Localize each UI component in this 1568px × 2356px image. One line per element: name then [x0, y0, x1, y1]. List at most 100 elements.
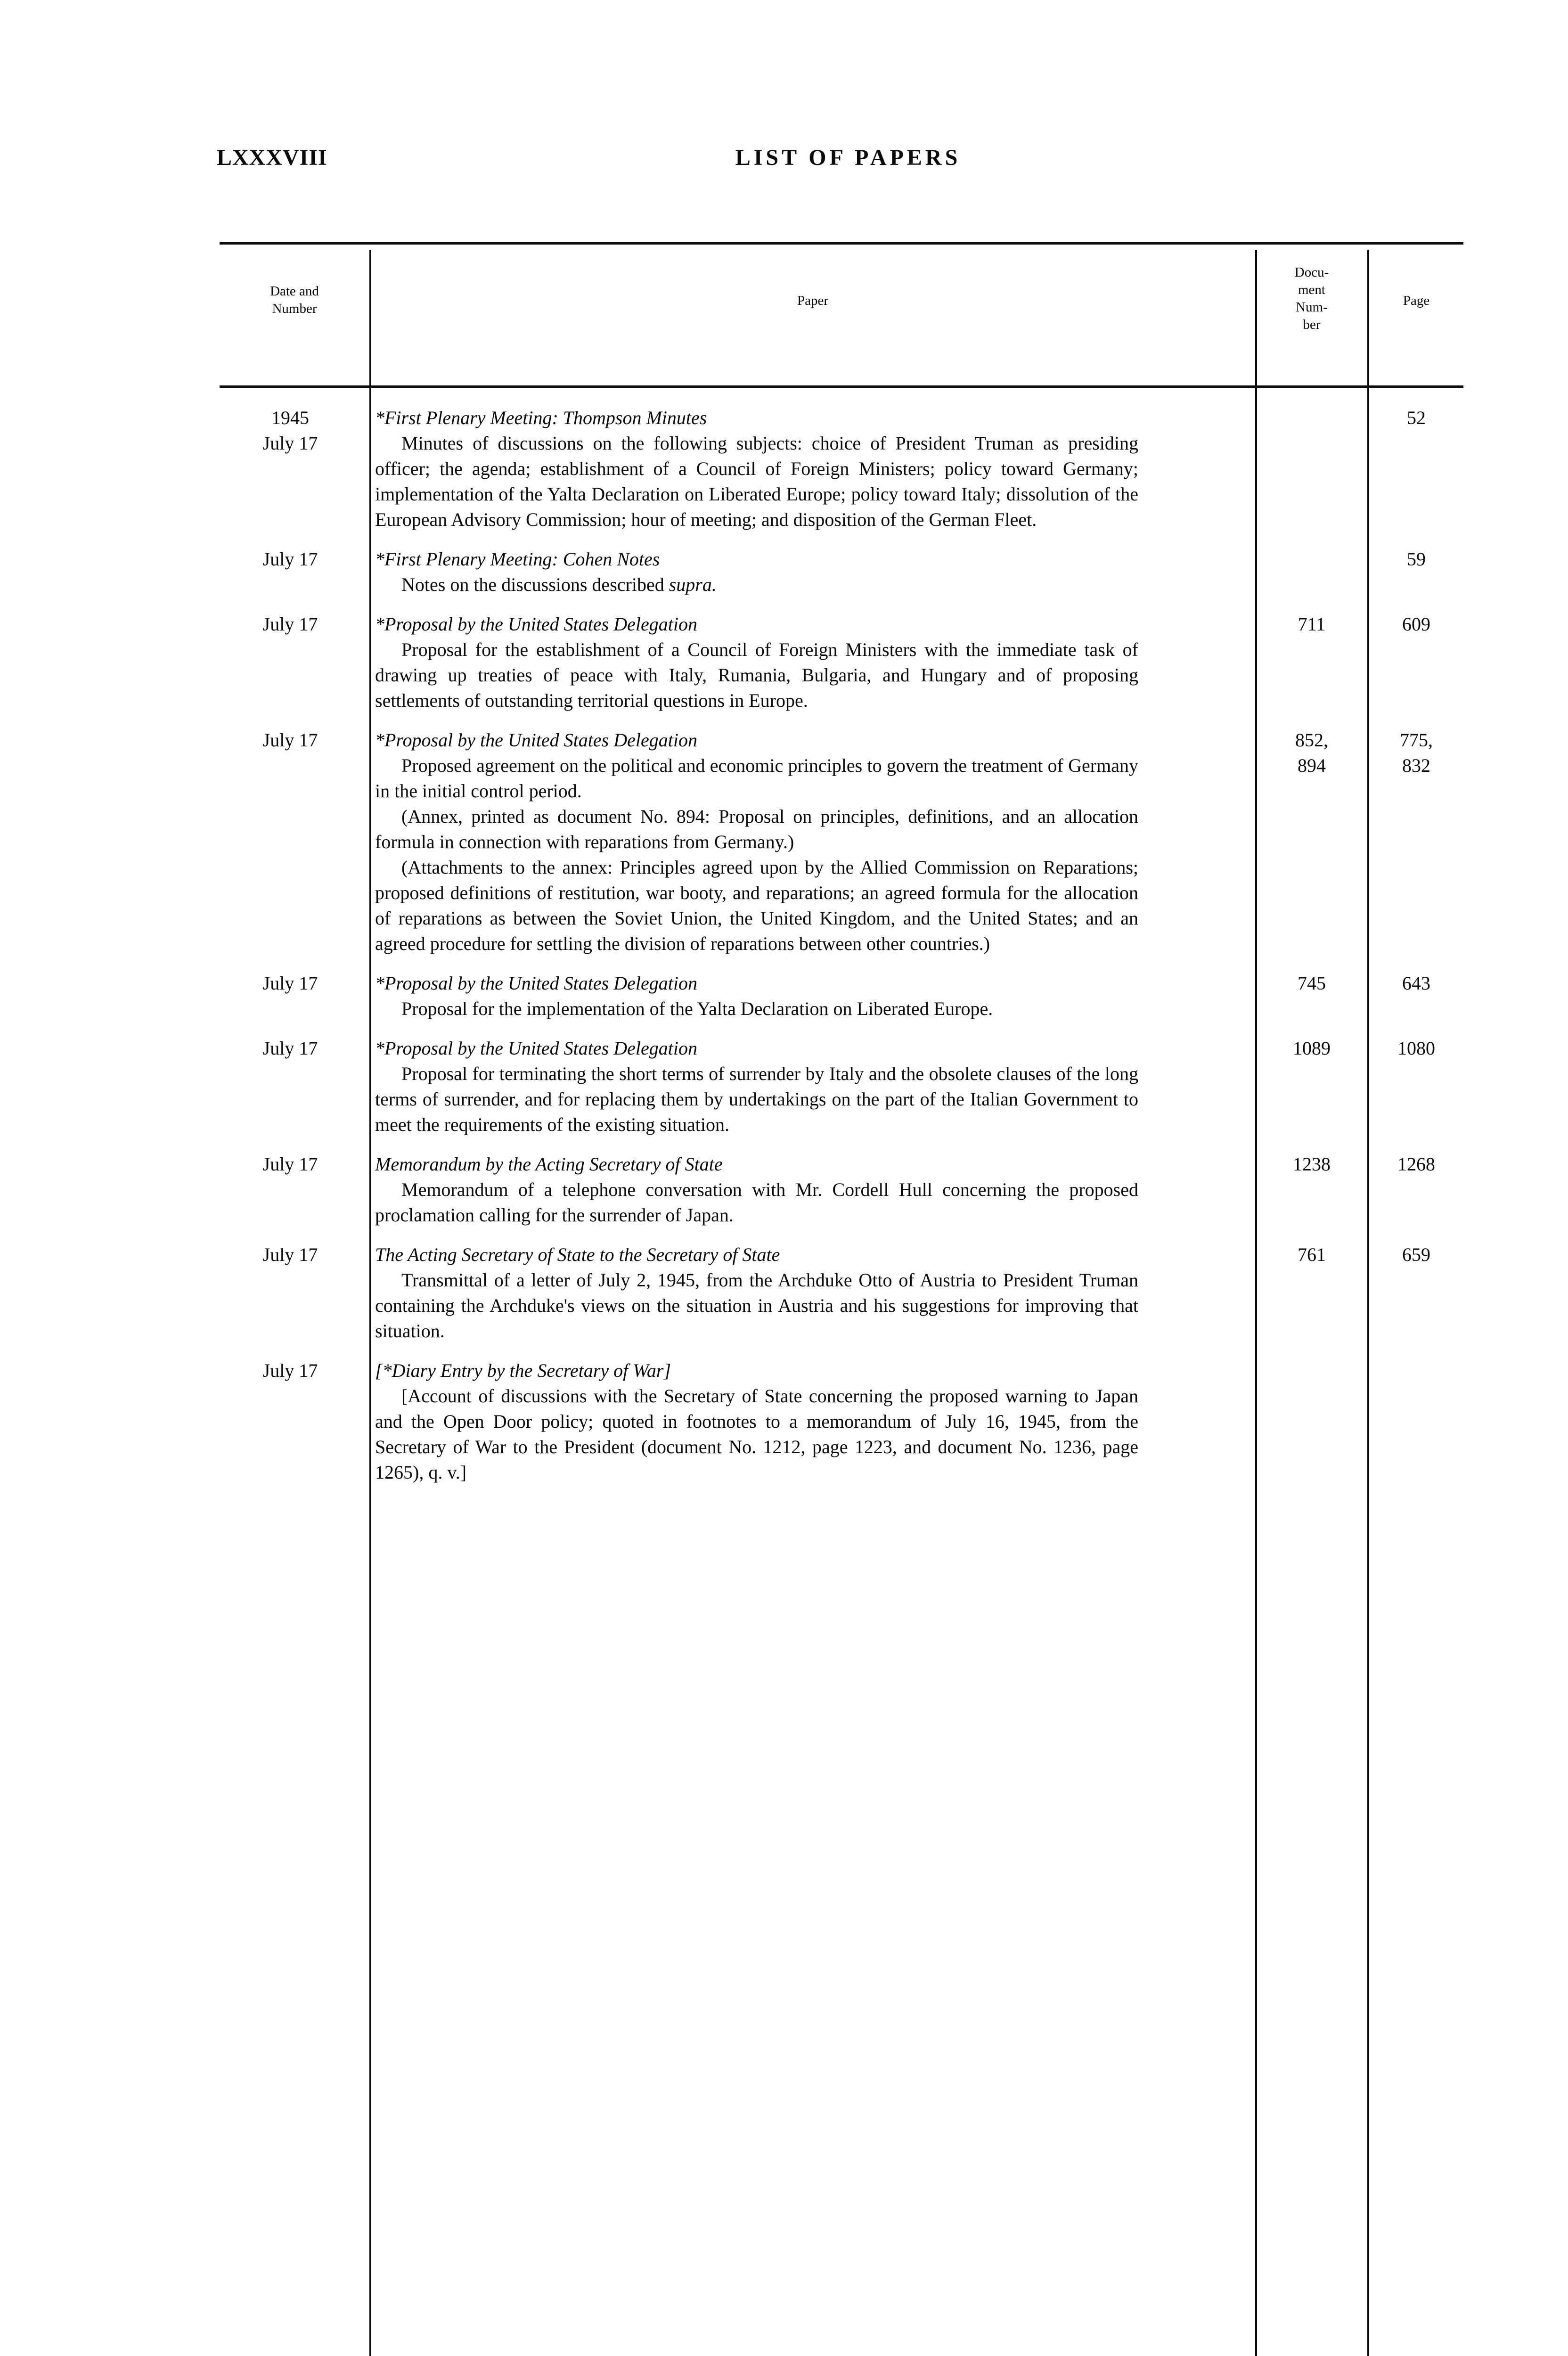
running-head: LXXXVIII LIST OF PAPERS: [217, 141, 1461, 174]
row-date-value: July 17: [262, 548, 318, 570]
column-header-doc-line4: ber: [1303, 317, 1321, 332]
row-paper-body: (Annex, printed as document No. 894: Pro…: [375, 806, 1138, 852]
row-date-value: July 17: [262, 973, 318, 994]
row-spacer: [220, 713, 1463, 728]
row-document-number: 711: [1298, 614, 1326, 635]
row-paper-title: *Proposal by the United States Delegatio…: [375, 729, 697, 751]
row-paper: *Proposal by the United States Delegatio…: [375, 612, 1138, 713]
row-paper-body: Memorandum of a telephone conversation w…: [375, 1179, 1138, 1226]
column-header-paper: Paper: [797, 293, 829, 308]
row-paper: Memorandum by the Acting Secretary of St…: [375, 1152, 1138, 1228]
row-date-value: July 17: [262, 614, 318, 635]
table-vertical-rule-2: [1255, 250, 1257, 2356]
page-folio: LXXXVIII: [217, 145, 327, 170]
row-paper-title: *Proposal by the United States Delegatio…: [375, 614, 697, 635]
row-date-value: July 17: [262, 729, 318, 751]
row-date: July 17: [220, 1152, 361, 1177]
table-row: July 17 *Proposal by the United States De…: [220, 1036, 1463, 1137]
row-page-number: 1268: [1397, 1153, 1435, 1175]
column-header-page: Page: [1403, 293, 1430, 308]
row-paper-title: *Proposal by the United States Delegatio…: [375, 973, 697, 994]
row-page-number: 609: [1402, 614, 1430, 635]
row-date: July 17: [220, 728, 361, 753]
row-spacer: [220, 1137, 1463, 1152]
row-date: July 17: [220, 971, 361, 996]
row-spacer: [220, 597, 1463, 612]
table-vertical-rule-3: [1367, 250, 1369, 2356]
page-title: LIST OF PAPERS: [735, 145, 961, 170]
row-date-value: July 17: [262, 1360, 318, 1381]
row-paper-body: Proposed agreement on the political and …: [375, 755, 1138, 802]
row-paper-body: Proposal for the establishment of a Coun…: [375, 639, 1138, 711]
column-header-doc-line3: Num-: [1296, 300, 1328, 315]
row-date: July 17: [220, 547, 361, 572]
table-row: July 17 *Proposal by the United States De…: [220, 728, 1463, 957]
row-paper: [*Diary Entry by the Secretary of War] [A…: [375, 1358, 1138, 1485]
row-spacer: [220, 532, 1463, 547]
row-paper-body: Transmittal of a letter of July 2, 1945,…: [375, 1269, 1138, 1342]
row-paper-title: The Acting Secretary of State to the Sec…: [375, 1244, 780, 1265]
row-paper-title: Memorandum by the Acting Secretary of St…: [375, 1153, 723, 1175]
row-document-number: 761: [1298, 1244, 1326, 1265]
column-header-date: Date and Number: [221, 283, 368, 318]
row-page-number: 775, 832: [1400, 729, 1433, 776]
row-date-value: July 17: [262, 1244, 318, 1265]
table-row: July 17 *First Plenary Meeting: Cohen Not…: [220, 547, 1463, 597]
row-document-number: 1238: [1293, 1153, 1331, 1175]
row-spacer: [220, 1485, 1463, 1499]
row-paper: *Proposal by the United States Delegatio…: [375, 728, 1138, 957]
row-date: July 17: [220, 612, 361, 637]
row-paper-title: [*Diary Entry by the Secretary of War]: [375, 1360, 671, 1381]
row-date-value: July 17: [262, 1038, 318, 1059]
row-paper-body: Proposal for the implementation of the Y…: [401, 998, 993, 1019]
table-header-rule: [220, 385, 1463, 388]
row-page-number: 59: [1407, 548, 1426, 570]
row-page-number: 1080: [1397, 1038, 1435, 1059]
row-spacer: [220, 957, 1463, 971]
row-spacer: [220, 1022, 1463, 1036]
column-header-document-number: Docu- ment Num- ber: [1258, 264, 1365, 334]
row-document-number: 745: [1298, 973, 1326, 994]
row-document-number: 1089: [1293, 1038, 1331, 1059]
table-row: July 17 *Proposal by the United States De…: [220, 971, 1463, 1022]
table-row: July 17 *Proposal by the United States De…: [220, 612, 1463, 713]
row-date: 1945 July 17: [220, 405, 361, 456]
row-paper-body: Notes on the discussions described supra…: [401, 574, 717, 595]
table-top-rule: [220, 242, 1463, 245]
table-row: 1945 July 17 *First Plenary Meeting: Thomp…: [220, 405, 1463, 532]
row-paper: *First Plenary Meeting: Cohen Notes Notes…: [375, 547, 1138, 597]
row-paper-body-italic: supra.: [669, 574, 717, 595]
column-header-date-line2: Number: [272, 301, 317, 316]
row-paper-title: *Proposal by the United States Delegatio…: [375, 1038, 697, 1059]
row-paper-body: (Attachments to the annex: Principles ag…: [375, 857, 1138, 954]
row-paper: *First Plenary Meeting: Thompson Minutes…: [375, 405, 1138, 532]
row-paper: *Proposal by the United States Delegatio…: [375, 971, 1138, 1022]
column-header-date-line1: Date and: [270, 284, 319, 299]
row-date: July 17: [220, 1036, 361, 1061]
row-paper: The Acting Secretary of State to the Sec…: [375, 1242, 1138, 1344]
row-date: July 17: [220, 1242, 361, 1268]
row-paper-title: *First Plenary Meeting: Cohen Notes: [375, 548, 660, 570]
row-date-value: July 17: [262, 1153, 318, 1175]
table-row: July 17 Memorandum by the Acting Secretar…: [220, 1152, 1463, 1228]
row-paper-body: [Account of discussions with the Secreta…: [375, 1385, 1138, 1483]
column-header-doc-line2: ment: [1298, 282, 1325, 297]
row-paper: *Proposal by the United States Delegatio…: [375, 1036, 1138, 1137]
table-vertical-rule-1: [369, 250, 371, 2356]
table-body: 1945 July 17 *First Plenary Meeting: Thomp…: [220, 405, 1463, 1499]
row-page-number: 659: [1402, 1244, 1430, 1265]
row-paper-title: *First Plenary Meeting: Thompson Minutes: [375, 407, 707, 428]
row-paper-body: Proposal for terminating the short terms…: [375, 1063, 1138, 1135]
row-date: July 17: [220, 1358, 361, 1383]
row-page-number: 52: [1407, 407, 1426, 428]
row-document-number: 852, 894: [1295, 729, 1328, 776]
row-spacer: [220, 1228, 1463, 1242]
table-row: July 17 [*Diary Entry by the Secretary of…: [220, 1358, 1463, 1485]
year-heading: 1945: [271, 407, 309, 428]
row-page-number: 643: [1402, 973, 1430, 994]
column-header-doc-line1: Docu-: [1294, 265, 1329, 280]
row-date-value: July 17: [262, 433, 318, 454]
row-spacer: [220, 1344, 1463, 1358]
row-paper-body: Minutes of discussions on the following …: [375, 433, 1138, 530]
